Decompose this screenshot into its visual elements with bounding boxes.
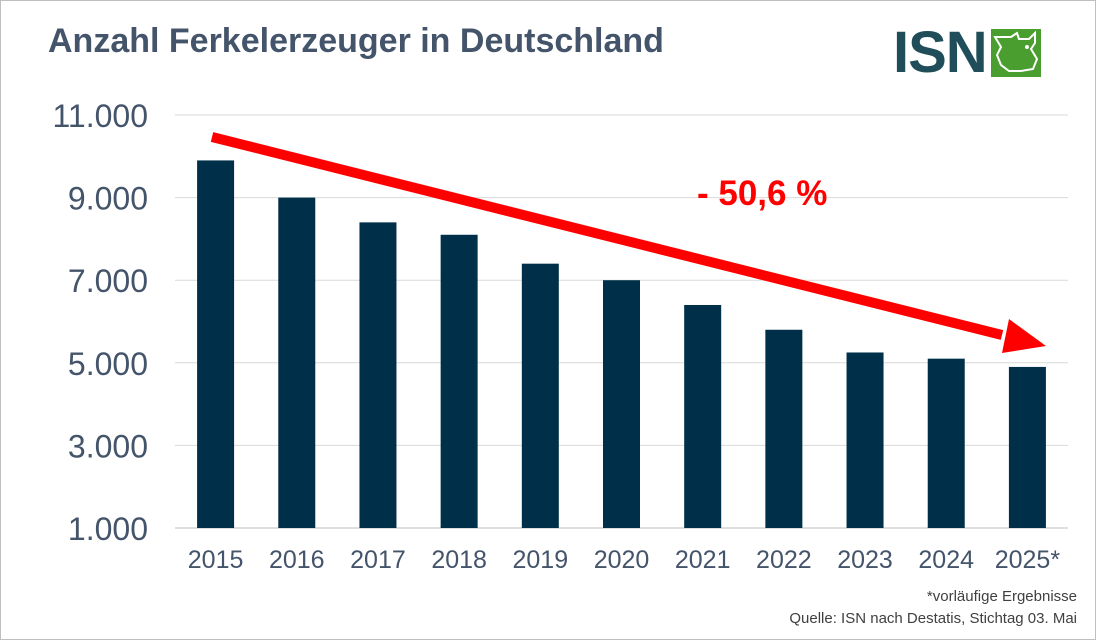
bar-2018 — [440, 234, 478, 528]
y-tick-label: 9.000 — [68, 181, 148, 217]
y-tick-label: 11.000 — [53, 98, 149, 134]
chart-title: Anzahl Ferkelerzeuger in Deutschland — [48, 22, 664, 60]
trend-arrow-shaft — [210, 132, 1004, 340]
pig-logo-icon — [990, 29, 1041, 77]
trend-arrow-head — [1002, 319, 1046, 353]
bar-2019 — [521, 263, 559, 528]
footnote-preliminary: *vorläufige Ergebnisse — [926, 588, 1077, 605]
bar-2017 — [359, 222, 397, 528]
bar-2024 — [927, 358, 965, 528]
isn-logo: ISN — [893, 20, 1041, 85]
change-annotation: - 50,6 % — [697, 174, 827, 213]
x-tick-label: 2021 — [675, 546, 731, 574]
logo-text: ISN — [893, 20, 988, 85]
bar-2023 — [846, 352, 884, 528]
x-tick-label: 2020 — [594, 546, 650, 574]
bar-2025* — [1008, 366, 1046, 528]
x-tick-label: 2015 — [188, 546, 244, 574]
bar-2016 — [278, 197, 316, 528]
y-tick-label: 5.000 — [68, 346, 148, 382]
y-tick-label: 7.000 — [68, 263, 148, 299]
x-tick-label: 2016 — [269, 546, 325, 574]
y-tick-label: 3.000 — [68, 428, 148, 464]
x-tick-label: 2023 — [837, 546, 893, 574]
x-tick-label: 2019 — [513, 546, 569, 574]
bar-2020 — [603, 280, 640, 528]
bar-2022 — [765, 329, 803, 528]
x-tick-label: 2018 — [431, 546, 487, 574]
footnote-source: Quelle: ISN nach Destatis, Stichtag 03. … — [789, 610, 1077, 627]
x-tick-label: 2017 — [350, 546, 406, 574]
x-tick-label: 2024 — [918, 546, 974, 574]
bar-2021 — [684, 304, 722, 528]
x-tick-label: 2025* — [995, 546, 1061, 574]
y-tick-label: 1.000 — [68, 511, 148, 547]
bar-2015 — [197, 160, 235, 528]
x-tick-label: 2022 — [756, 546, 812, 574]
